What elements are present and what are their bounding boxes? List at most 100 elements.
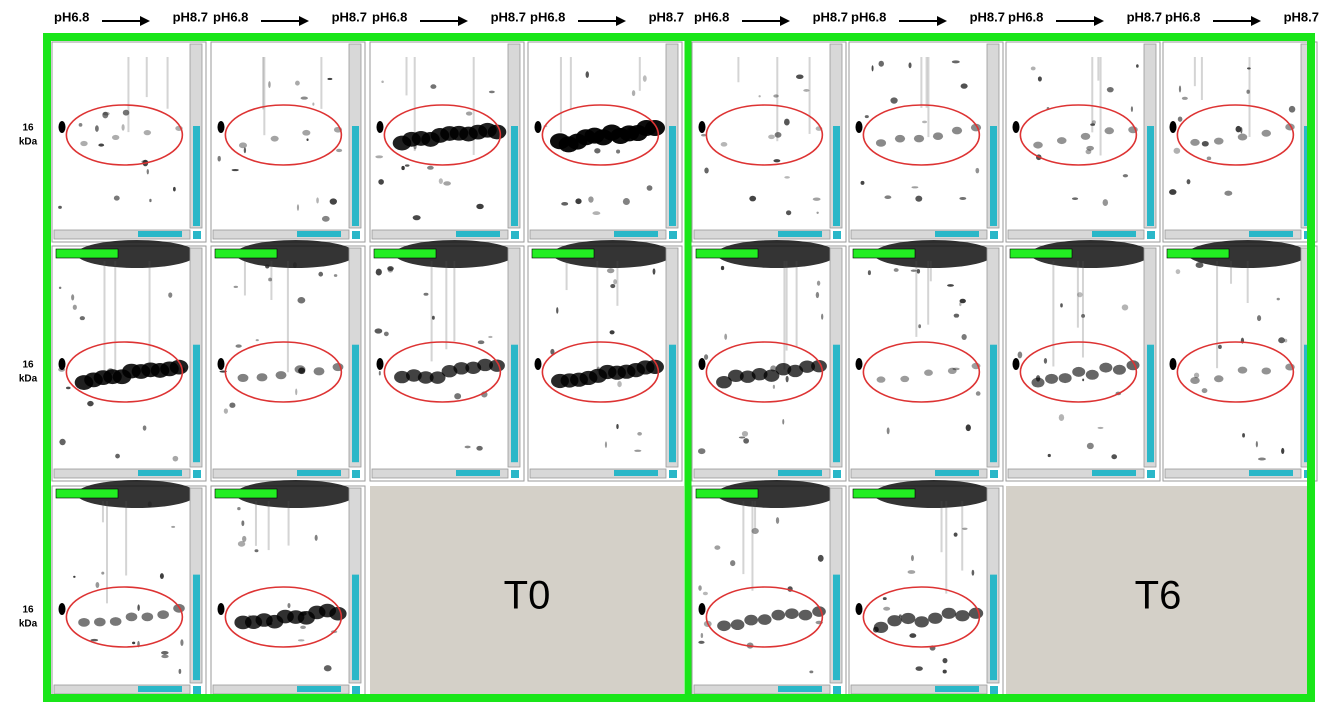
gel-spot xyxy=(312,102,314,105)
gel-spot xyxy=(1123,174,1128,177)
gel-spot xyxy=(413,215,421,220)
ph-start: pH6.8 xyxy=(694,9,729,24)
gel-image xyxy=(528,42,682,242)
gel-spot xyxy=(743,438,749,444)
gel-band-spot xyxy=(901,613,915,624)
gel-spot xyxy=(915,196,922,202)
gel-streak xyxy=(920,57,922,108)
scroll-thumb-h xyxy=(297,231,341,237)
scroll-corner xyxy=(833,470,841,478)
gel-streak xyxy=(288,501,290,546)
gel-spot xyxy=(466,112,472,116)
gel-spot xyxy=(758,95,760,97)
gel-spot xyxy=(465,446,471,449)
gel-spot xyxy=(954,532,958,536)
mw-unit: kDa xyxy=(19,374,38,385)
gel-spot xyxy=(376,269,382,276)
gel-tag xyxy=(56,249,118,258)
gel-streak xyxy=(751,501,753,591)
scroll-thumb-v xyxy=(1147,126,1154,226)
scroll-thumb-v xyxy=(352,345,359,463)
gel-streak xyxy=(930,261,932,281)
gel-band-spot xyxy=(1033,142,1043,149)
gel-spot xyxy=(784,119,790,126)
gel-spot xyxy=(238,541,245,547)
gel-streak xyxy=(961,501,963,571)
marker-spot xyxy=(856,358,863,370)
gel-spot xyxy=(610,284,615,288)
gel-spot xyxy=(80,316,85,320)
gel-frame xyxy=(692,42,846,242)
gel-spot xyxy=(1038,76,1042,81)
gel-band-spot xyxy=(768,135,775,140)
gel-band-spot xyxy=(1190,377,1200,384)
marker-spot xyxy=(218,358,225,370)
gel-spot xyxy=(234,286,238,288)
scroll-corner xyxy=(1147,231,1155,239)
gel-band-spot xyxy=(144,130,151,135)
gel-band-spot xyxy=(1262,367,1272,374)
marker-spot xyxy=(535,358,542,370)
gel-spot xyxy=(776,517,779,524)
gel-spot xyxy=(1072,197,1078,200)
scroll-thumb-v xyxy=(833,126,840,226)
gel-spot xyxy=(575,198,581,204)
gel-spot xyxy=(586,71,589,78)
gel-band-spot xyxy=(969,608,983,619)
ph-end: pH8.7 xyxy=(173,9,208,24)
gel-streak xyxy=(754,501,756,529)
gel-spot xyxy=(617,381,621,387)
gel-spot xyxy=(607,268,614,273)
gel-band-spot xyxy=(952,127,962,135)
scroll-thumb-h xyxy=(1249,231,1293,237)
scroll-thumb-v xyxy=(990,126,997,226)
gel-spot xyxy=(742,431,748,437)
gel-band-spot xyxy=(257,373,268,381)
gel-streak xyxy=(941,501,943,552)
gel-spot xyxy=(1242,433,1245,437)
gel-frame xyxy=(211,42,365,242)
gel-image xyxy=(370,240,524,481)
gel-band-spot xyxy=(1045,374,1058,384)
gel-spot xyxy=(73,576,75,578)
gel-streak xyxy=(262,57,264,109)
gel-spot xyxy=(102,112,108,119)
gel-tag xyxy=(374,249,436,258)
scroll-thumb-h xyxy=(1092,470,1136,476)
gel-spot xyxy=(424,293,429,296)
gel-image xyxy=(1163,42,1317,242)
scroll-thumb-v xyxy=(511,126,518,226)
gel-spot xyxy=(592,211,600,215)
gel-streak xyxy=(146,57,148,97)
gel-spot xyxy=(179,669,182,674)
gel-band-spot xyxy=(1113,365,1126,375)
scroll-thumb-v xyxy=(352,575,359,681)
gel-streak xyxy=(639,57,641,91)
scroll-corner xyxy=(511,231,519,239)
gel-spot xyxy=(1178,117,1183,122)
scroll-thumb-h xyxy=(614,231,658,237)
gel-spot xyxy=(883,597,887,600)
gel-streak xyxy=(1249,57,1251,137)
gel-band-spot xyxy=(915,616,929,627)
gel-spot xyxy=(1207,157,1212,161)
gel-streak xyxy=(1091,57,1093,132)
gel-spot xyxy=(616,424,618,429)
gel-image xyxy=(52,480,206,697)
marker-spot xyxy=(1170,358,1177,370)
gel-spot xyxy=(161,655,168,659)
gel-spot xyxy=(749,196,756,202)
gel-spot xyxy=(1111,454,1117,459)
gel-spot xyxy=(439,178,443,184)
gel-spot xyxy=(883,607,890,611)
gel-spot xyxy=(229,403,235,408)
gel-spot xyxy=(79,123,83,127)
gel-spot xyxy=(632,90,635,96)
gel-frame xyxy=(52,486,206,697)
gel-spot xyxy=(739,436,745,438)
gel-band-spot xyxy=(1214,138,1224,145)
gel-frame xyxy=(1006,42,1160,242)
scroll-thumb-v xyxy=(990,575,997,681)
gel-spot xyxy=(1257,315,1261,321)
gel-band-spot xyxy=(239,142,247,148)
